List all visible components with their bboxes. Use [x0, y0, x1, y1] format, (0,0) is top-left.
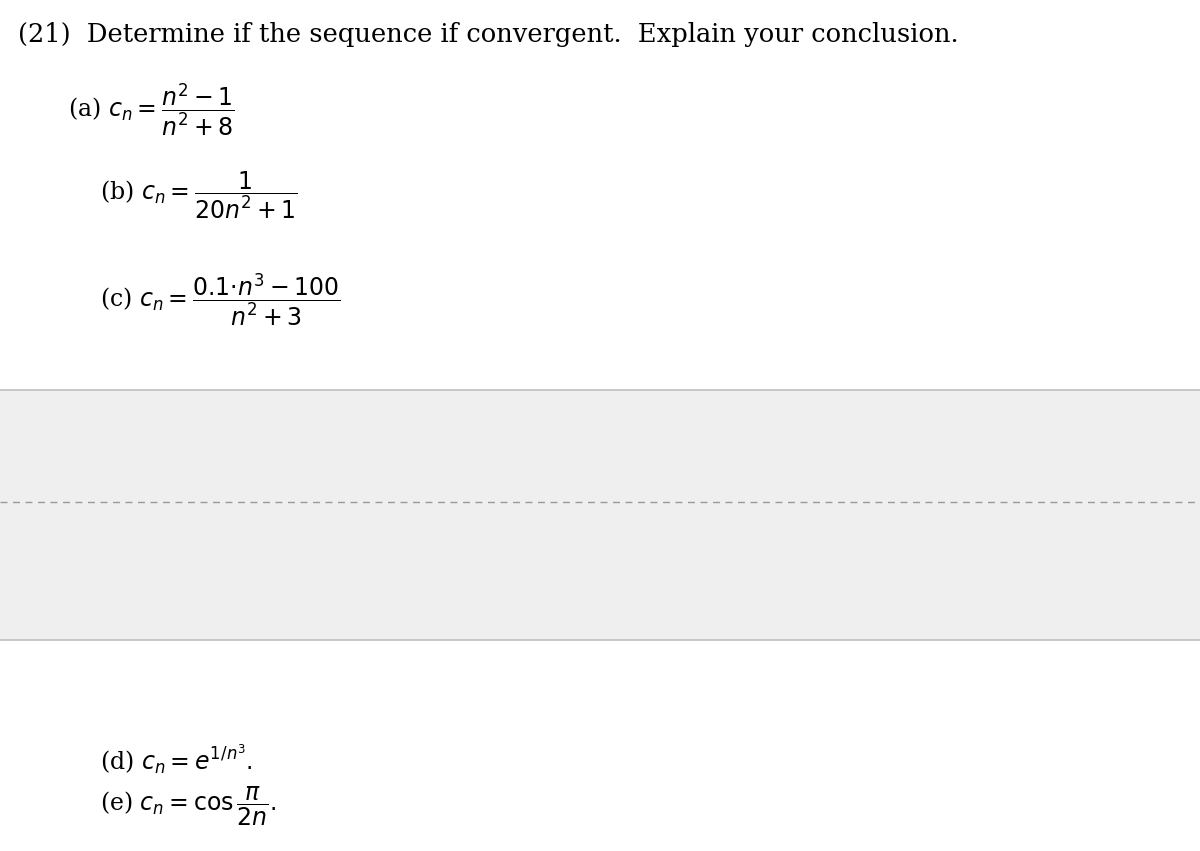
Bar: [0, 390, 1200, 640]
Text: (e) $c_n = \cos\dfrac{\pi}{2n}.$: (e) $c_n = \cos\dfrac{\pi}{2n}.$: [100, 785, 276, 828]
Text: (d) $c_n = e^{1/n^3}.$: (d) $c_n = e^{1/n^3}.$: [100, 743, 253, 777]
Text: (a) $c_n = \dfrac{n^2-1}{n^2+8}$: (a) $c_n = \dfrac{n^2-1}{n^2+8}$: [68, 82, 234, 139]
Text: (b) $c_n = \dfrac{1}{20n^2+1}$: (b) $c_n = \dfrac{1}{20n^2+1}$: [100, 169, 298, 221]
Text: (21)  Determine if the sequence if convergent.  Explain your conclusion.: (21) Determine if the sequence if conver…: [18, 22, 959, 47]
Text: (c) $c_n = \dfrac{0.1{\cdot}n^3-100}{n^2+3}$: (c) $c_n = \dfrac{0.1{\cdot}n^3-100}{n^2…: [100, 271, 341, 328]
